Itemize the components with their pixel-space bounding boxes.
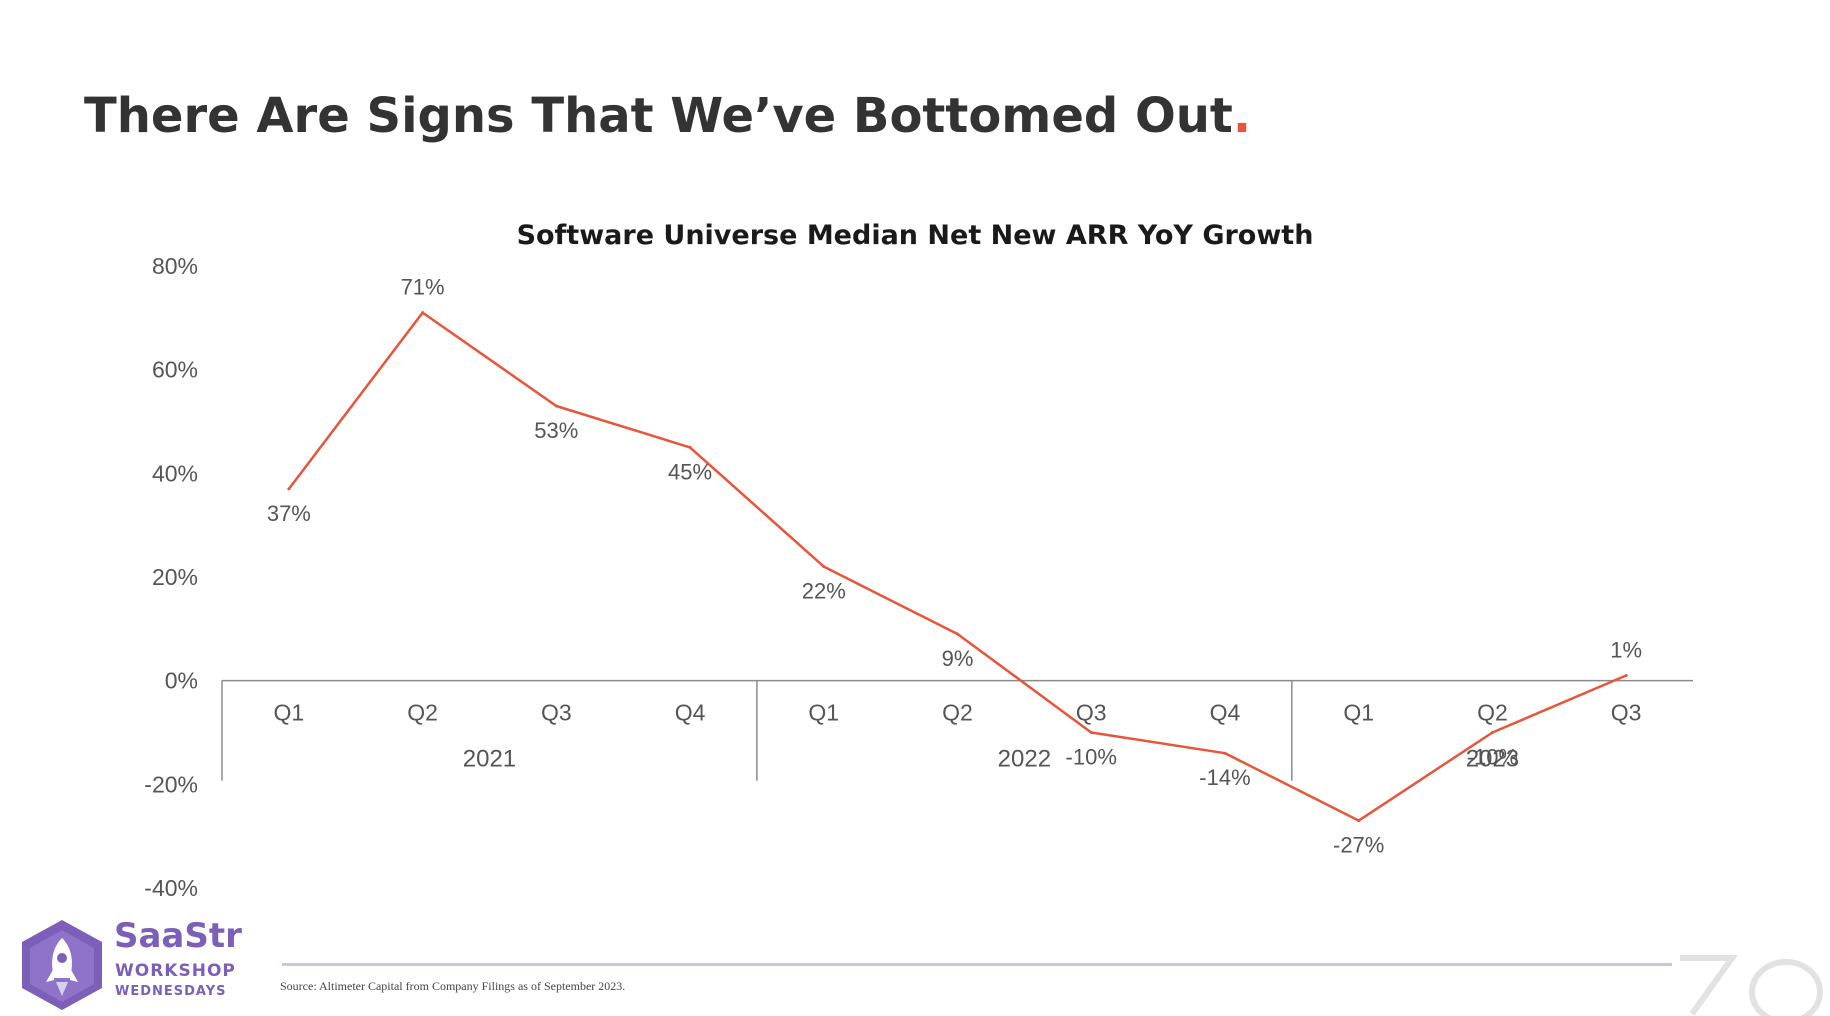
- data-label: -14%: [1199, 765, 1250, 790]
- source-note: Source: Altimeter Capital from Company F…: [280, 979, 626, 993]
- y-tick-label: 20%: [152, 564, 198, 590]
- data-label: -27%: [1333, 833, 1384, 858]
- data-label: -10%: [1066, 745, 1117, 770]
- data-point: [1357, 819, 1361, 823]
- data-label: 45%: [668, 459, 712, 484]
- y-tick-label: 40%: [152, 460, 198, 486]
- line-chart: Software Universe Median Net New ARR YoY…: [144, 220, 1693, 901]
- data-point: [287, 487, 291, 491]
- data-point: [1624, 673, 1628, 677]
- footer-divider: [282, 963, 1672, 966]
- y-tick-label: 60%: [152, 357, 198, 383]
- x-tick-label: Q4: [675, 700, 706, 726]
- y-tick-label: -20%: [144, 771, 198, 797]
- data-point: [822, 565, 826, 569]
- data-label: 9%: [942, 646, 974, 671]
- series-layer: [287, 311, 1628, 823]
- data-label: 71%: [401, 275, 445, 300]
- series-line: [287, 311, 1627, 822]
- slide-title-text: There Are Signs That We’ve Bottomed Out: [84, 88, 1233, 144]
- y-tick-label: 0%: [165, 668, 198, 694]
- x-tick-label: Q4: [1210, 700, 1241, 726]
- x-tick-label: Q1: [808, 700, 839, 726]
- y-tick-label: -40%: [144, 875, 198, 901]
- data-label: 22%: [802, 579, 846, 604]
- x-group-label: 2022: [998, 746, 1051, 773]
- saastr-logo: SaaStr WORKSHOP WEDNESDAYS: [18, 916, 242, 1012]
- rocket-icon: [22, 920, 102, 1010]
- data-label: 53%: [534, 418, 578, 443]
- x-tick-label: Q3: [1076, 700, 1107, 726]
- x-tick-label: Q3: [1611, 700, 1642, 726]
- y-tick-label: 80%: [152, 253, 198, 279]
- data-point: [688, 445, 692, 449]
- logo-wednesdays: WEDNESDAYS: [115, 984, 227, 999]
- data-labels: 37% 71% 53% 45% 22% 9% -10% -14% -27% -10% 1%: [267, 275, 1642, 858]
- logo-wordmark: SaaStr: [114, 916, 242, 956]
- title-accent-dot: .: [1232, 88, 1252, 144]
- data-label: -10%: [1467, 745, 1518, 770]
- slide-title: There Are Signs That We’ve Bottomed Out.: [84, 88, 1251, 144]
- chart-title: Software Universe Median Net New ARR YoY…: [517, 220, 1314, 251]
- x-group-label: 2023: [1466, 746, 1519, 773]
- x-tick-label: Q2: [1477, 700, 1508, 726]
- data-point: [1089, 731, 1093, 734]
- logo-workshop: WORKSHOP: [115, 961, 236, 981]
- data-point: [1223, 751, 1227, 755]
- data-label: 1%: [1610, 637, 1642, 662]
- x-group-label: 2021: [463, 746, 516, 773]
- data-point: [1490, 731, 1494, 734]
- x-tick-label: Q1: [274, 700, 305, 726]
- corner-watermark: [1680, 955, 1823, 1016]
- data-point: [554, 404, 558, 408]
- x-tick-label: Q3: [541, 700, 572, 726]
- y-axis: 80% 60% 40% 20% 0% -20% -40%: [144, 253, 198, 901]
- data-point: [421, 311, 425, 315]
- x-tick-label: Q2: [942, 700, 973, 726]
- x-axis: 2021 2022 2023 Q1 Q2 Q3 Q4 Q1 Q2 Q3 Q4 Q1 Q2 Q3: [221, 679, 1693, 781]
- x-tick-label: Q1: [1343, 700, 1374, 726]
- x-tick-label: Q2: [407, 700, 438, 726]
- data-point: [956, 632, 959, 636]
- data-label: 37%: [267, 501, 311, 526]
